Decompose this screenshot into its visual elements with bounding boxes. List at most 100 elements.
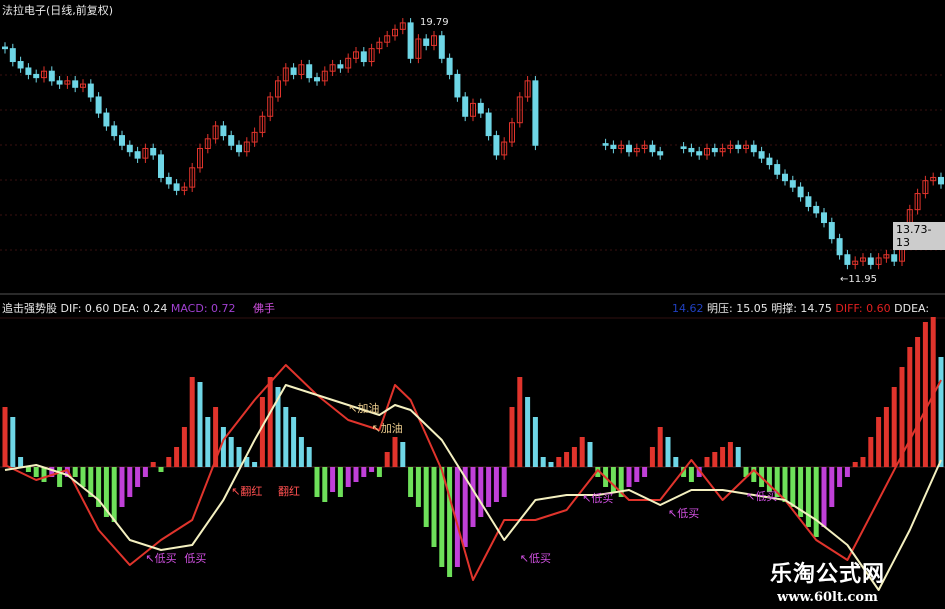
candle-body: [852, 260, 859, 265]
macd-bar: [486, 467, 492, 507]
macd-bar: [174, 447, 180, 467]
macd-bar: [696, 467, 702, 477]
macd-bar: [431, 467, 437, 547]
macd-bar: [462, 467, 468, 547]
macd-bar: [291, 417, 297, 467]
low-price-label: ←11.95: [840, 274, 878, 285]
macd-bar: [868, 437, 874, 467]
dea-line: [4, 384, 942, 591]
candle-body: [290, 67, 297, 75]
candle-body: [2, 46, 8, 50]
macd-bar: [415, 467, 421, 507]
candle-body: [282, 67, 289, 82]
candle-body: [275, 80, 281, 98]
candle-body: [867, 257, 874, 265]
macd-bar: [96, 467, 102, 507]
macd-bar: [876, 417, 882, 467]
candle-body: [251, 131, 258, 143]
candle-body: [828, 222, 835, 240]
macd-bar: [103, 467, 109, 517]
macd-bar: [478, 467, 484, 517]
candle-body: [25, 67, 32, 75]
candle-body: [688, 147, 695, 153]
candle-body: [493, 135, 500, 156]
macd-bar: [384, 452, 390, 467]
signal-annotation: ↖低买: [520, 552, 551, 565]
candle-body: [298, 64, 305, 75]
macd-bar: [712, 452, 718, 467]
candle-body: [181, 186, 188, 191]
signal-annotation: ↖低买: [145, 552, 176, 565]
macd-bar: [283, 407, 289, 467]
candle-body: [48, 70, 55, 82]
macd-bar: [587, 442, 593, 467]
candle-body: [509, 122, 515, 143]
macd-bar: [345, 467, 351, 487]
macd-bar: [704, 457, 710, 467]
price-range-box: 13.73-13: [893, 222, 945, 250]
macd-bar: [88, 467, 94, 497]
macd-bar: [532, 417, 538, 467]
candle-body: [243, 141, 250, 153]
candle-body: [119, 135, 125, 146]
candle-body: [9, 48, 16, 63]
macd-bar: [665, 437, 671, 467]
macd-bar: [649, 447, 655, 467]
macd-bar: [657, 427, 663, 467]
candle-body: [922, 180, 929, 195]
candle-body: [649, 144, 656, 153]
candle-body: [353, 51, 359, 59]
candle-body: [727, 144, 734, 149]
macd-bar: [369, 467, 375, 472]
candle-body: [860, 257, 866, 262]
candle-body: [321, 70, 328, 82]
signal-annotation: ↖低买: [746, 490, 777, 503]
candle-body: [56, 80, 63, 85]
macd-bar: [454, 467, 460, 567]
macd-bar: [673, 457, 679, 467]
macd-bar: [18, 457, 24, 467]
candle-body: [407, 22, 414, 59]
macd-bar: [142, 467, 148, 477]
macd-bar: [330, 467, 336, 492]
candle-body: [805, 196, 812, 207]
current-value: 14.62: [672, 302, 704, 315]
high-price-label: 19.79: [420, 17, 449, 28]
macd-bar: [915, 337, 921, 467]
macd-bar: [33, 467, 39, 477]
candle-body: [236, 144, 242, 153]
candle-body: [743, 144, 749, 149]
candle-body: [610, 144, 617, 149]
candle-body: [212, 125, 219, 140]
macd-bar: [439, 467, 445, 567]
candle-body: [797, 186, 804, 198]
macd-bar: [376, 467, 382, 477]
macd-bar: [720, 447, 726, 467]
macd-bar: [782, 467, 788, 502]
candle-body: [173, 183, 180, 191]
candle-body: [914, 193, 921, 211]
watermark-name: 乐淘公式网: [770, 562, 886, 587]
macd-bar: [618, 467, 624, 497]
dea-value: DEA: 0.24: [112, 302, 168, 315]
candle-body: [376, 41, 383, 50]
candle-body: [782, 173, 788, 182]
candle-body: [423, 38, 430, 46]
indicator-header-right: 14.62 明压: 15.05 明撑: 14.75 DIFF: 0.60 DDE…: [672, 300, 929, 316]
watermark-url: www.60lt.com: [777, 590, 878, 605]
macd-bar: [244, 457, 250, 467]
macd-bar: [610, 467, 616, 492]
macd-bar: [774, 467, 780, 497]
candle-body: [883, 254, 890, 259]
signal-annotation: ↖翻红: [231, 484, 262, 498]
macd-bar: [447, 467, 453, 577]
macd-bar: [10, 417, 16, 467]
macd-bar: [275, 387, 281, 467]
macd-bar: [844, 467, 850, 477]
macd-bar: [860, 457, 866, 467]
candle-body: [789, 180, 796, 188]
candle-body: [259, 115, 266, 133]
candle-body: [454, 73, 461, 98]
candle-body: [126, 144, 133, 153]
